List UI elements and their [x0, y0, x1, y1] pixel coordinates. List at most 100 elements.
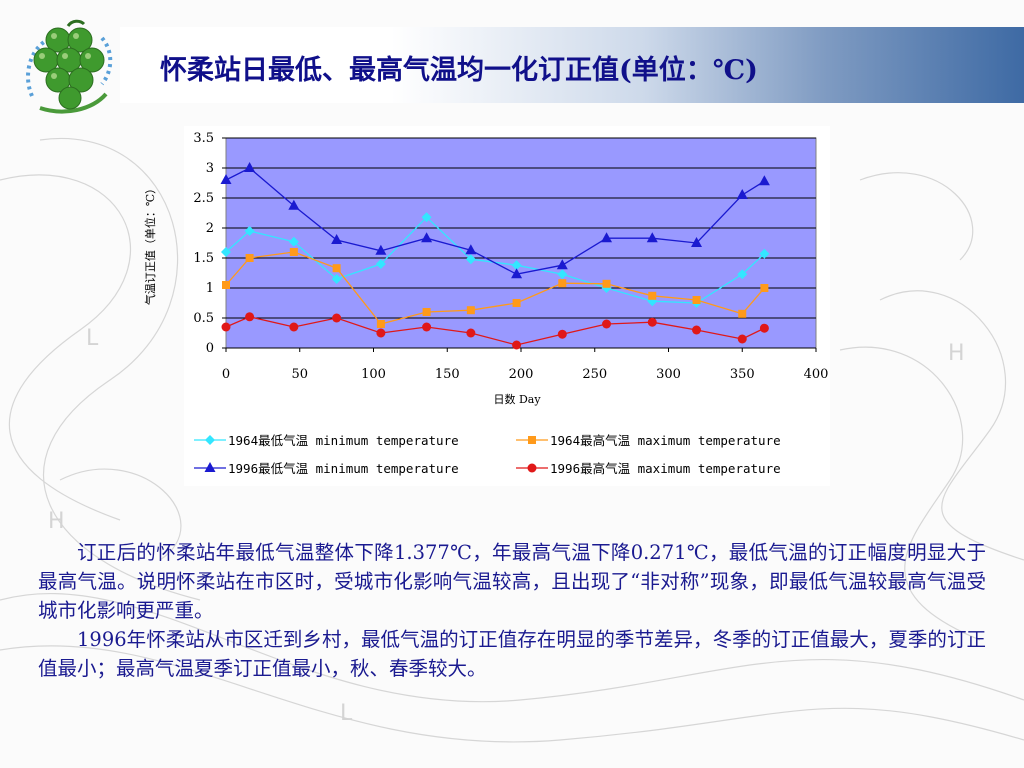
x-tick-label: 300 — [656, 367, 681, 382]
data-point-square — [738, 309, 747, 318]
data-point-square — [558, 279, 567, 288]
data-point-circle — [759, 323, 769, 333]
x-tick-label: 400 — [804, 367, 829, 382]
legend-swatch-marker — [205, 434, 215, 445]
data-point-circle — [245, 312, 255, 322]
data-point-circle — [602, 319, 612, 329]
data-point-triangle — [556, 259, 568, 270]
data-point-diamond — [465, 254, 476, 265]
legend-swatch-square — [516, 435, 548, 444]
data-point-triangle — [375, 244, 387, 255]
x-tick-label: 150 — [435, 367, 460, 382]
x-tick-label: 350 — [730, 367, 755, 382]
x-tick-label: 50 — [291, 367, 308, 382]
legend-swatch-marker — [528, 435, 536, 444]
data-point-triangle — [288, 199, 300, 210]
legend-item: 1996最低气温 minimum temperature — [194, 458, 459, 477]
data-point-circle — [332, 313, 342, 323]
data-point-square — [466, 306, 475, 315]
data-point-circle — [289, 322, 299, 332]
data-point-triangle — [465, 244, 477, 255]
y-tick-label: 2 — [206, 221, 214, 236]
series-3 — [220, 162, 770, 279]
legend-swatch-marker — [527, 463, 537, 472]
series-line — [225, 316, 765, 346]
data-point-circle — [466, 328, 476, 338]
data-point-triangle — [511, 268, 523, 279]
y-tick-label: 0 — [206, 341, 214, 356]
legend-swatch-marker — [204, 461, 216, 472]
legend-label: 1964最低气温 minimum temperature — [228, 433, 459, 448]
series-2 — [222, 248, 769, 328]
y-tick-label: 0.5 — [193, 311, 214, 326]
svg-text:L: L — [86, 326, 99, 351]
paragraph: 1996年怀柔站从市区迁到乡村，最低气温的订正值存在明显的季节差异，冬季的订正值… — [38, 628, 986, 680]
legend-item: 1964最高气温 maximum temperature — [516, 430, 781, 449]
grape-logo-icon — [26, 19, 113, 114]
y-axis-title: 气温订正值（单位：℃） — [143, 183, 157, 305]
y-tick-label: 2.5 — [193, 191, 214, 206]
data-point-circle — [376, 328, 386, 338]
data-point-square — [289, 248, 298, 256]
data-point-circle — [422, 322, 432, 332]
y-tick-label: 3 — [206, 161, 214, 176]
data-point-circle — [512, 340, 522, 350]
data-point-triangle — [244, 162, 256, 172]
data-point-triangle — [601, 232, 613, 243]
line-chart: 0 0.5 1 1.5 2 2.5 3 3.5 0 50 100 150 200 250 300 350 40… — [143, 131, 829, 406]
data-point-square — [422, 308, 431, 316]
svg-text:H: H — [48, 509, 65, 534]
data-point-triangle — [220, 174, 232, 184]
data-point-square — [222, 281, 230, 289]
x-tick-label: 250 — [582, 367, 607, 382]
series-4 — [221, 312, 769, 350]
data-point-diamond — [288, 236, 299, 247]
x-tick-label: 100 — [361, 367, 386, 382]
legend-label: 1996最高气温 maximum temperature — [550, 461, 781, 476]
x-axis-ticks: 0 50 100 150 200 250 300 350 400 — [222, 348, 829, 382]
data-point-square — [602, 279, 611, 288]
data-point-triangle — [758, 175, 770, 186]
data-point-square — [512, 299, 521, 307]
svg-text:H: H — [948, 341, 965, 366]
body-text: 订正后的怀柔站年最低气温整体下降1.377℃，年最高气温下降0.271℃，最低气… — [38, 538, 986, 683]
data-point-square — [376, 320, 385, 328]
data-point-circle — [221, 322, 231, 332]
data-point-triangle — [691, 237, 703, 247]
y-axis-ticks: 0 0.5 1 1.5 2 2.5 3 3.5 — [193, 131, 226, 356]
series-line — [225, 167, 765, 275]
legend-swatch-triangle — [194, 461, 226, 472]
legend-swatch-diamond — [194, 434, 226, 445]
legend-label: 1964最高气温 maximum temperature — [550, 433, 781, 448]
data-point-circle — [737, 334, 747, 344]
paragraph: 订正后的怀柔站年最低气温整体下降1.377℃，年最高气温下降0.271℃，最低气… — [38, 541, 986, 622]
data-point-circle — [692, 325, 702, 335]
legend-swatch-circle — [516, 463, 548, 472]
y-tick-label: 3.5 — [193, 131, 214, 146]
data-point-circle — [647, 317, 657, 327]
svg-text:L: L — [340, 701, 353, 726]
y-tick-label: 1 — [206, 281, 214, 296]
data-point-circle — [557, 329, 567, 339]
data-point-triangle — [421, 232, 433, 243]
data-point-diamond — [331, 274, 342, 284]
data-point-diamond — [221, 247, 231, 257]
legend-item: 1964最低气温 minimum temperature — [194, 430, 459, 449]
data-point-triangle — [736, 189, 748, 199]
data-point-triangle — [331, 234, 343, 244]
data-point-diamond — [511, 260, 522, 271]
y-tick-label: 1.5 — [193, 251, 214, 266]
data-point-triangle — [646, 232, 658, 243]
plot-area — [225, 137, 817, 349]
data-point-square — [648, 291, 657, 300]
data-point-diamond — [421, 212, 432, 223]
series-line — [225, 251, 765, 325]
data-point-square — [245, 254, 254, 262]
x-axis-title: 日数 Day — [493, 393, 541, 406]
data-point-diamond — [557, 269, 568, 280]
data-point-diamond — [244, 226, 255, 236]
title-banner — [120, 27, 1024, 103]
data-point-diamond — [759, 248, 770, 259]
data-point-diamond — [375, 259, 386, 269]
